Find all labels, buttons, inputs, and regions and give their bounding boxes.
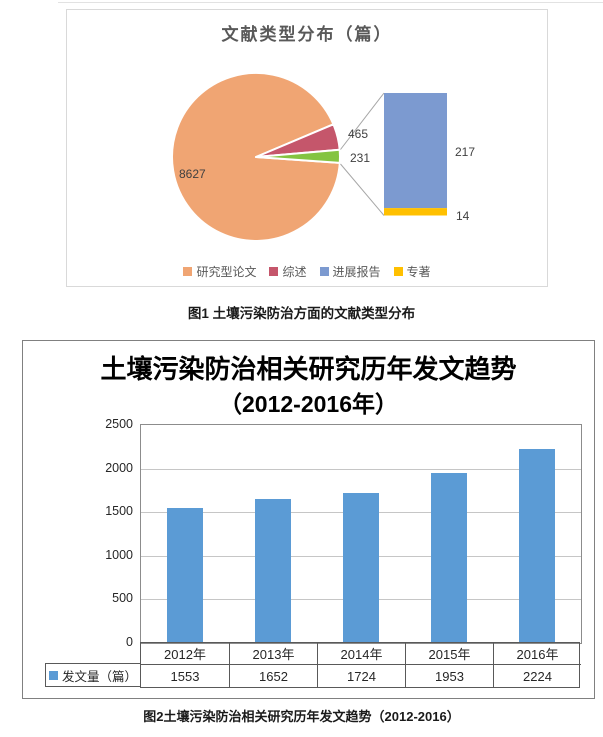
bar-label-monograph: 14 xyxy=(456,209,470,223)
figure1-caption: 图1 土壤污染防治方面的文献类型分布 xyxy=(187,306,416,321)
y-tick-2000: 2000 xyxy=(105,460,133,475)
pie-label-research: 8627 xyxy=(179,167,206,181)
figure2-title-line2: （2012-2016年） xyxy=(219,391,398,417)
value-cell-2016年: 2224 xyxy=(493,664,581,687)
legend-item-progress: 进展报告 xyxy=(319,263,381,280)
legend-label-review: 综述 xyxy=(282,265,307,279)
table-value-row: 1553 1652 1724 1953 2224 xyxy=(141,664,581,687)
bar-2016年 xyxy=(519,449,555,643)
figure2-data-table: 2012年 2013年 2014年 2015年 2016年 1553 1652 1724 195… xyxy=(140,642,581,688)
legend-swatch-research-icon xyxy=(183,267,193,276)
bar-2015年 xyxy=(431,472,467,643)
year-cell-2013年: 2013年 xyxy=(229,643,317,664)
bar-label-progress: 217 xyxy=(455,145,476,159)
connector-line-top xyxy=(340,92,385,150)
legend-swatch-review-icon xyxy=(269,267,279,276)
year-cell-2015年: 2015年 xyxy=(405,643,493,664)
value-cell-2015年: 1953 xyxy=(405,664,493,687)
legend-swatch-monograph-icon xyxy=(393,267,403,276)
figure1-title: 文献类型分布（篇） xyxy=(221,25,393,44)
y-tick-2500: 2500 xyxy=(105,417,133,431)
pie-slice-other-group xyxy=(255,148,342,164)
bar-2014年 xyxy=(343,492,379,643)
table-year-row: 2012年 2013年 2014年 2015年 2016年 xyxy=(141,643,579,664)
gridline-2000 xyxy=(141,468,581,470)
legend-label-progress: 进展报告 xyxy=(332,265,381,279)
top-divider xyxy=(58,2,603,3)
y-tick-1000: 1000 xyxy=(105,547,133,562)
legend-label-monograph: 专著 xyxy=(406,265,431,279)
value-cell-2013年: 1652 xyxy=(229,664,317,687)
figure2-chart: 土壤污染防治相关研究历年发文趋势 （2012-2016年） 2012年 2013年… xyxy=(22,340,595,699)
figure2-caption: 图2土壤污染防治相关研究历年发文趋势（2012-2016） xyxy=(143,709,460,724)
value-cell-2012年: 1553 xyxy=(141,664,229,687)
figure2-legend-cell: 发文量（篇） xyxy=(45,663,141,687)
bar-segment-progress xyxy=(384,93,447,209)
figure1-legend: 研究型论文 综述 进展报告 专著 xyxy=(67,263,547,280)
bar-2012年 xyxy=(167,507,203,643)
legend-item-research: 研究型论文 xyxy=(183,263,256,280)
legend-item-monograph: 专著 xyxy=(393,263,431,280)
figure2-title-line1: 土壤污染防治相关研究历年发文趋势 xyxy=(100,354,517,384)
year-cell-2012年: 2012年 xyxy=(164,647,206,662)
legend-swatch-progress-icon xyxy=(319,267,329,276)
series-label: 发文量（篇） xyxy=(61,669,137,684)
value-cell-2014年: 1724 xyxy=(317,664,405,687)
pie-label-other-group: 231 xyxy=(350,151,371,165)
series-swatch-icon xyxy=(48,670,58,680)
bar-2013年 xyxy=(255,498,291,643)
year-cell-2014年: 2014年 xyxy=(317,643,405,664)
pie-chart-canvas xyxy=(171,71,447,242)
legend-label-research: 研究型论文 xyxy=(196,265,257,279)
connector-line-bottom xyxy=(340,163,385,216)
pie-label-review: 465 xyxy=(348,127,369,141)
figure1-chart: 文献类型分布（篇） 8627 465 231 217 14 研究型论文 综述 进展报… xyxy=(66,9,548,287)
year-cell-2016年: 2016年 xyxy=(493,643,581,664)
figure2-plot-area xyxy=(140,424,582,644)
bar-segment-monograph xyxy=(384,208,447,216)
y-tick-0: 0 xyxy=(126,635,133,649)
y-tick-500: 500 xyxy=(112,591,133,606)
legend-item-review: 综述 xyxy=(269,263,307,280)
y-tick-1500: 1500 xyxy=(105,504,133,519)
